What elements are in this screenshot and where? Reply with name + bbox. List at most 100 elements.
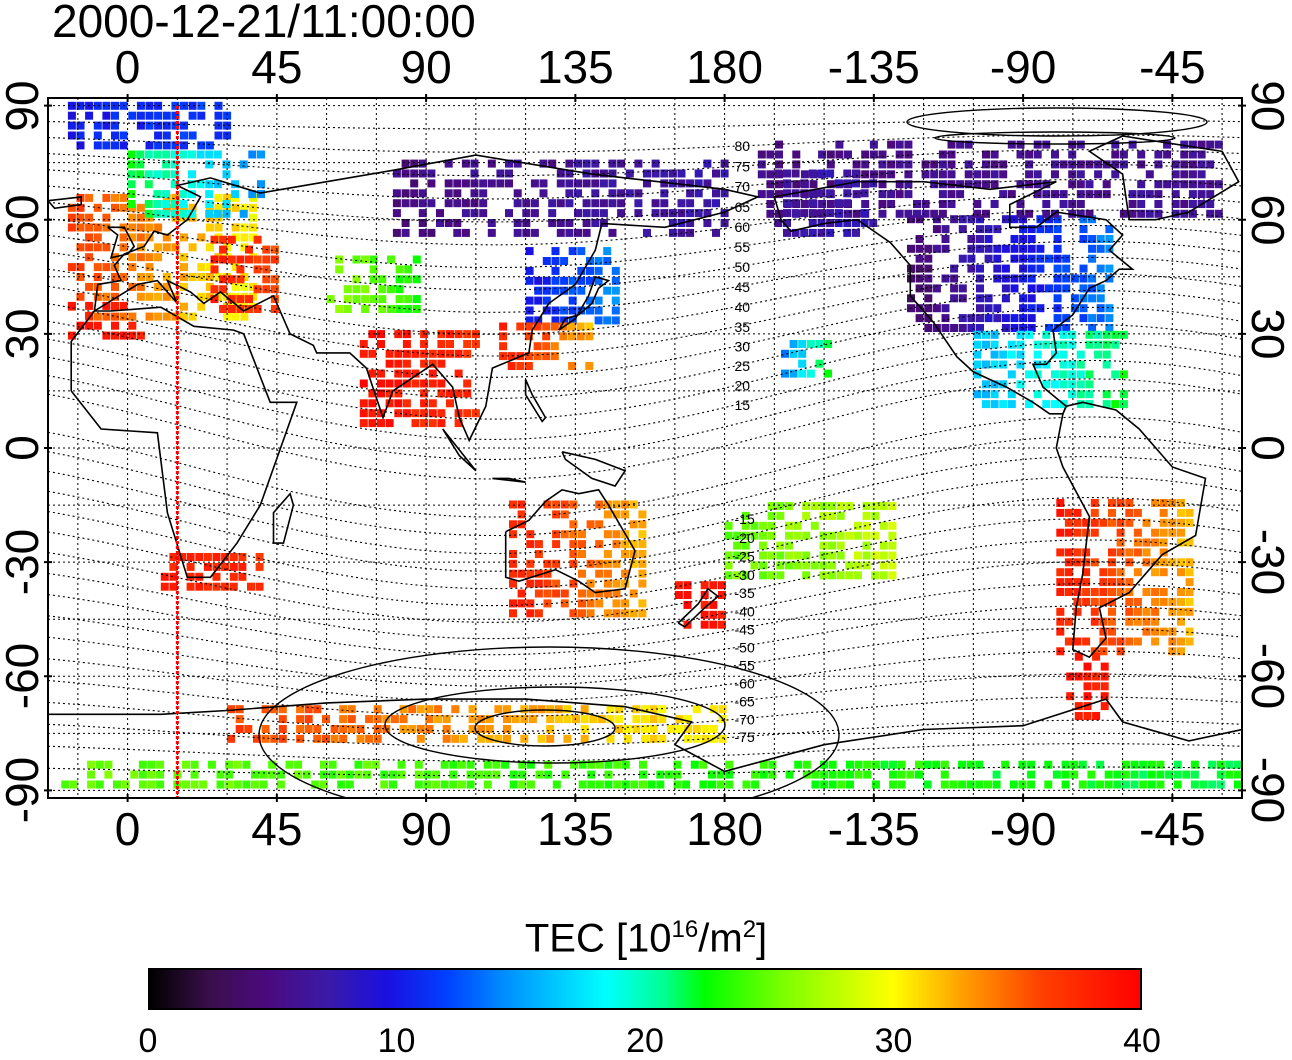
tec-pixel xyxy=(214,203,223,212)
tec-pixel xyxy=(774,169,783,178)
tec-pixel xyxy=(1188,190,1197,199)
tec-pixel xyxy=(259,770,268,779)
tec-pixel xyxy=(800,209,809,218)
tec-pixel xyxy=(85,213,94,222)
tec-pixel xyxy=(1064,508,1073,517)
tec-pixel xyxy=(416,725,425,733)
tec-pixel xyxy=(442,715,451,724)
tec-pixel xyxy=(104,760,113,769)
tec-pixel xyxy=(119,193,128,202)
tec-pixel xyxy=(789,340,798,348)
tec-pixel xyxy=(526,599,535,608)
tec-pixel xyxy=(871,531,880,540)
tec-pixel xyxy=(278,705,287,714)
contour-label: -25 xyxy=(735,548,755,564)
tec-pixel xyxy=(1139,760,1148,769)
tec-pixel xyxy=(1051,400,1059,409)
tec-pixel xyxy=(1116,647,1125,656)
tec-pixel xyxy=(395,305,404,313)
tec-pixel xyxy=(257,150,265,159)
tec-pixel xyxy=(976,225,984,234)
tec-pixel xyxy=(924,314,933,323)
tec-pixel xyxy=(205,190,214,199)
tec-pixel xyxy=(222,209,231,218)
tec-pixel xyxy=(416,705,425,714)
tec-pixel xyxy=(949,780,958,789)
tec-pixel xyxy=(214,131,223,140)
tec-pixel xyxy=(1185,607,1194,616)
tec-pixel xyxy=(182,760,190,769)
tec-pixel xyxy=(1053,225,1062,234)
tec-pixel xyxy=(1096,264,1105,273)
tec-pixel xyxy=(560,276,569,285)
tec-pixel xyxy=(160,572,169,581)
contour-label: -65 xyxy=(735,694,755,710)
tec-pixel xyxy=(982,340,990,349)
tec-pixel xyxy=(586,579,595,588)
tec-pixel xyxy=(1168,637,1177,646)
tec-pixel xyxy=(1059,160,1068,169)
tec-pixel xyxy=(629,609,638,618)
tec-pixel xyxy=(505,209,513,218)
tec-pixel xyxy=(136,253,145,262)
tec-pixel xyxy=(552,510,561,519)
tec-pixel xyxy=(337,770,346,779)
tec-pixel xyxy=(394,389,403,398)
tec-pixel xyxy=(1025,150,1034,159)
tec-pixel xyxy=(591,179,600,188)
tec-pixel xyxy=(1082,578,1091,587)
right-lat-tick-label: -30 xyxy=(1242,528,1292,596)
tec-pixel xyxy=(783,219,791,227)
tec-pixel xyxy=(817,169,826,178)
tec-pixel xyxy=(724,531,733,540)
tec-pixel xyxy=(188,170,196,179)
tec-pixel xyxy=(1173,780,1182,789)
tec-pixel xyxy=(559,332,568,341)
tec-pixel xyxy=(463,409,472,418)
tec-pixel xyxy=(93,292,102,301)
tec-pixel xyxy=(1180,150,1189,159)
tec-pixel xyxy=(611,286,620,295)
tec-pixel xyxy=(1151,588,1160,596)
tec-pixel xyxy=(219,285,228,294)
tec-pixel xyxy=(802,502,811,510)
tec-pixel xyxy=(783,209,791,218)
tec-pixel xyxy=(85,223,94,232)
tec-pixel xyxy=(1036,264,1045,273)
tec-pixel xyxy=(509,550,517,558)
tec-pixel xyxy=(578,780,587,789)
tec-pixel xyxy=(1064,548,1073,557)
tec-pixel xyxy=(798,349,807,358)
tec-pixel xyxy=(1090,588,1099,596)
tec-pixel xyxy=(836,502,845,510)
magnetic-latitude-contour xyxy=(48,256,1242,335)
tec-pixel xyxy=(102,101,111,110)
tec-pixel xyxy=(320,760,328,769)
tec-pixel xyxy=(154,131,163,140)
tec-pixel xyxy=(93,321,102,330)
tec-pixel xyxy=(1116,548,1125,557)
tec-pixel xyxy=(1108,607,1116,616)
tec-pixel xyxy=(1147,760,1156,769)
tec-pixel xyxy=(365,715,374,724)
tec-pixel xyxy=(879,571,888,580)
tec-pixel xyxy=(503,705,511,714)
tec-pixel xyxy=(1001,294,1010,303)
tec-pixel xyxy=(569,550,578,558)
tec-pixel xyxy=(420,359,429,368)
tec-pixel xyxy=(552,589,561,598)
tec-pixel xyxy=(843,228,852,237)
tec-pixel xyxy=(1168,597,1177,606)
tec-pixel xyxy=(203,582,212,591)
tec-pixel xyxy=(533,322,542,331)
tec-pixel xyxy=(245,245,253,254)
tec-pixel xyxy=(119,312,128,321)
tec-pixel xyxy=(634,199,643,208)
tec-pixel xyxy=(921,170,930,179)
tec-pixel xyxy=(1119,390,1128,399)
contour-label: -55 xyxy=(735,658,755,674)
tec-pixel xyxy=(262,285,271,294)
tec-pixel xyxy=(776,551,785,560)
tec-pixel xyxy=(603,286,612,295)
tec-pixel xyxy=(990,390,999,399)
